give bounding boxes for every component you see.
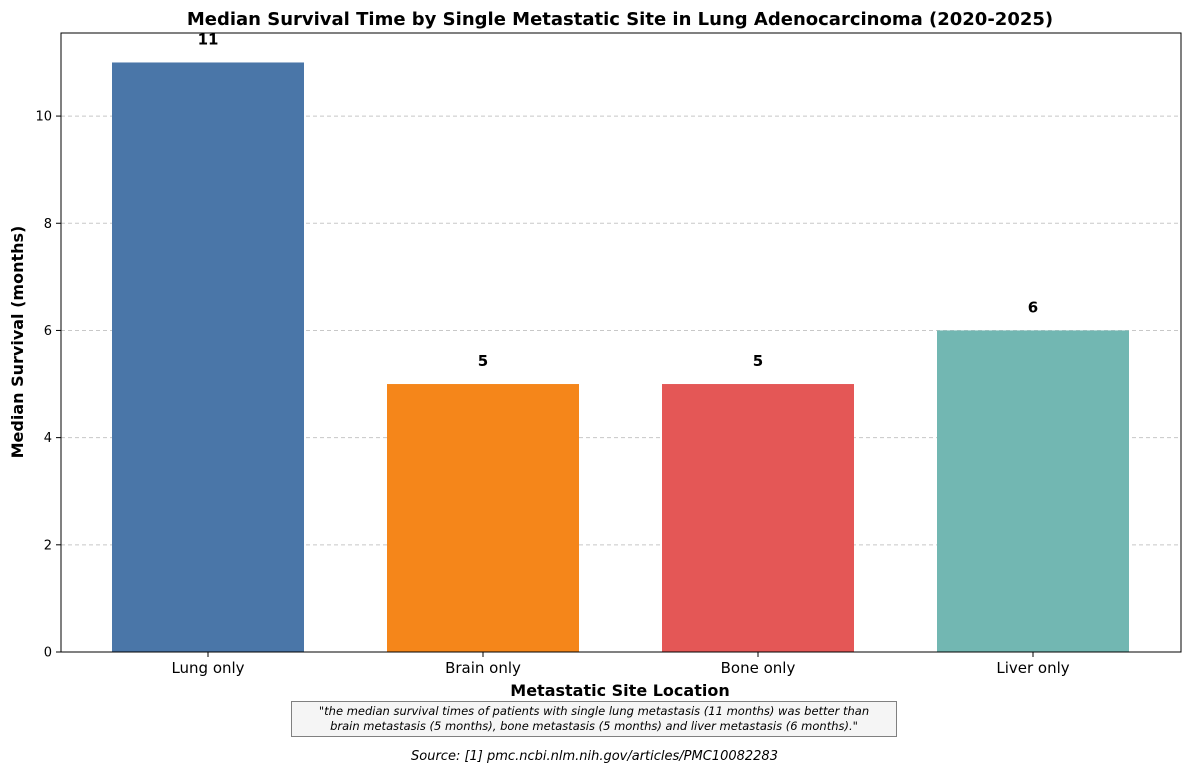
y-tick-label: 10 bbox=[35, 110, 52, 125]
bar-value-label: 6 bbox=[1028, 298, 1038, 316]
y-axis-label: Median Survival (months) bbox=[8, 226, 27, 459]
x-axis-label: Metastatic Site Location bbox=[510, 681, 729, 700]
x-tick-label: Brain only bbox=[445, 659, 521, 677]
bars-group bbox=[112, 62, 1129, 652]
x-tick-label: Liver only bbox=[996, 659, 1069, 677]
x-axis-ticks: Lung only Brain only Bone only Liver only bbox=[171, 652, 1070, 677]
x-tick-label: Bone only bbox=[721, 659, 796, 677]
quote-line-1: "the median survival times of patients w… bbox=[318, 704, 870, 718]
quote-line-2: brain metastasis (5 months), bone metast… bbox=[330, 719, 858, 733]
bar-bone-only bbox=[662, 384, 854, 652]
bar-value-label: 5 bbox=[753, 352, 763, 370]
plot-frame bbox=[60, 32, 1182, 653]
y-tick-label: 2 bbox=[44, 538, 52, 553]
source-citation: Source: [1] pmc.ncbi.nlm.nih.gov/article… bbox=[411, 749, 778, 764]
chart-title: Median Survival Time by Single Metastati… bbox=[187, 9, 1053, 30]
quote-annotation: "the median survival times of patients w… bbox=[291, 701, 897, 737]
bar-brain-only bbox=[387, 384, 579, 652]
value-labels: 11 5 5 6 bbox=[198, 30, 1039, 370]
y-tick-label: 6 bbox=[44, 324, 52, 339]
bar-lung-only bbox=[112, 62, 304, 652]
bar-liver-only bbox=[937, 330, 1129, 652]
y-tick-label: 4 bbox=[44, 431, 52, 446]
y-tick-label: 8 bbox=[44, 217, 52, 232]
bar-value-label: 11 bbox=[198, 30, 219, 48]
y-tick-label: 0 bbox=[44, 646, 52, 661]
bar-value-label: 5 bbox=[478, 352, 488, 370]
x-tick-label: Lung only bbox=[171, 659, 244, 677]
y-axis-ticks: 0 2 4 6 8 10 bbox=[35, 110, 61, 661]
